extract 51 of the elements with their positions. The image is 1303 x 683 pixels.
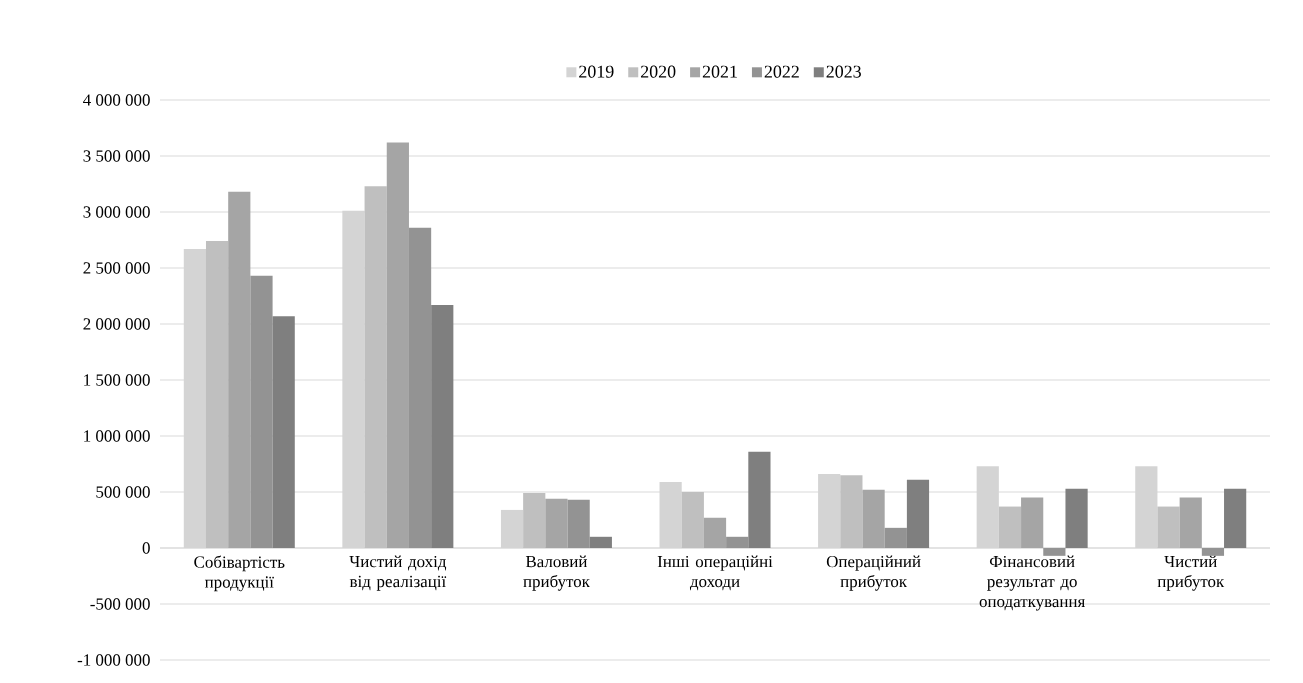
- y-tick-label: 2 500 000: [83, 262, 150, 274]
- bar: [884, 527, 907, 548]
- y-tick-label: -500 000: [90, 598, 150, 610]
- x-tick-label: Собівартість продукції: [194, 555, 285, 592]
- bar: [681, 492, 704, 548]
- bar: [1201, 548, 1225, 556]
- y-tick-label: 3 000 000: [83, 206, 150, 218]
- bar: [523, 493, 546, 548]
- y-tick-label: -1 000 000: [77, 654, 150, 666]
- bar: [862, 489, 885, 548]
- bar: [408, 227, 432, 548]
- y-tick-label: 3 500 000: [83, 150, 150, 162]
- x-tick-label: Операційний прибуток: [826, 555, 921, 591]
- bar: [228, 191, 251, 548]
- bar: [545, 498, 568, 548]
- bar: [1021, 497, 1044, 548]
- bar: [364, 186, 387, 548]
- x-tick-label: Фінансовий результат до оподаткування: [979, 555, 1085, 611]
- legend-label: 2023: [826, 65, 861, 78]
- y-tick-label: 500 000: [96, 486, 150, 498]
- x-tick-label: Чистий прибуток: [1157, 555, 1225, 591]
- legend-label: 2021: [702, 65, 737, 78]
- legend-label: 2022: [764, 65, 799, 78]
- bar: [386, 142, 409, 548]
- bar: [567, 499, 590, 548]
- y-tick-label: 0: [142, 542, 150, 554]
- bar: [1179, 497, 1202, 548]
- bar: [1224, 488, 1247, 548]
- bar: [250, 275, 273, 548]
- bar: [998, 506, 1022, 548]
- bar: [272, 316, 295, 548]
- y-tick-label: 4 000 000: [83, 94, 150, 106]
- y-tick-label: 1 000 000: [84, 430, 150, 442]
- legend-label: 2020: [641, 65, 676, 78]
- bar: [1065, 488, 1088, 548]
- legend-label: 2019: [579, 65, 614, 78]
- bar: [431, 304, 454, 548]
- bar: [1157, 506, 1180, 548]
- bar: [726, 536, 749, 548]
- y-tick-label: 2 000 000: [83, 318, 150, 330]
- bar: [205, 241, 229, 548]
- x-tick-label: Інші операційні доходи: [657, 555, 773, 591]
- x-tick-label: Валовий прибуток: [523, 555, 590, 591]
- bar: [906, 479, 930, 548]
- bar: [1043, 548, 1066, 556]
- bar: [703, 517, 727, 548]
- x-tick-label: Чистий дохід від реалізації: [349, 555, 447, 591]
- bar: [748, 451, 771, 548]
- y-tick-label: 1 500 000: [84, 374, 150, 386]
- bar: [589, 536, 612, 548]
- bar: [840, 475, 863, 548]
